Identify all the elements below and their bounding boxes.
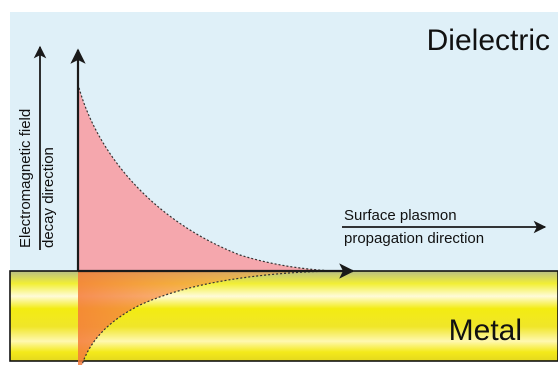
- dielectric-label: Dielectric: [427, 24, 550, 57]
- field-axis-label-line2: decay direction: [40, 147, 57, 248]
- field-decay-dielectric: [78, 84, 335, 271]
- metal-label: Metal: [449, 314, 522, 347]
- field-envelope-dielectric: [77, 83, 336, 272]
- propagation-label-line1: Surface plasmon: [344, 207, 457, 224]
- field-decay-metal: [78, 271, 330, 365]
- propagation-label-line2: propagation direction: [344, 230, 484, 247]
- field-axis-label-line1: Electromagnetic field: [17, 109, 34, 248]
